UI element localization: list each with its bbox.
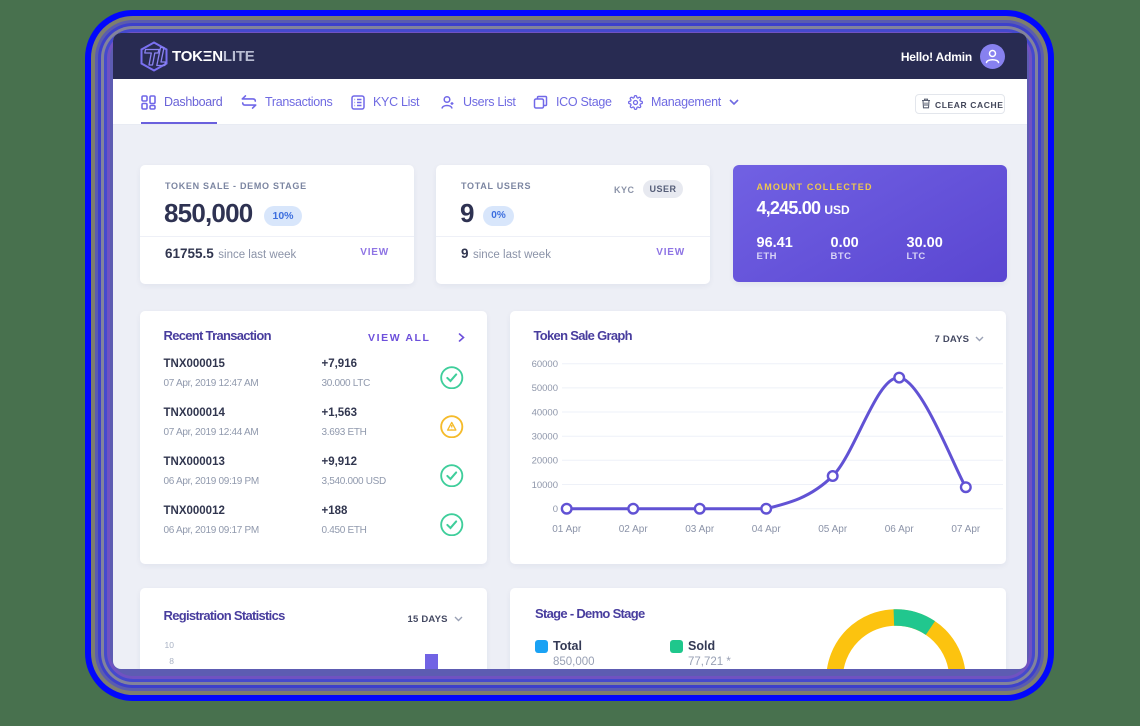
svg-text:04 Apr: 04 Apr bbox=[752, 524, 782, 535]
svg-text:20000: 20000 bbox=[532, 455, 558, 466]
svg-text:10000: 10000 bbox=[532, 479, 558, 490]
svg-text:02 Apr: 02 Apr bbox=[619, 524, 649, 535]
svg-text:05 Apr: 05 Apr bbox=[818, 524, 848, 535]
svg-text:06 Apr: 06 Apr bbox=[885, 524, 915, 535]
svg-text:01 Apr: 01 Apr bbox=[552, 524, 582, 535]
svg-text:40000: 40000 bbox=[532, 407, 558, 418]
svg-text:30000: 30000 bbox=[532, 431, 558, 442]
svg-text:60000: 60000 bbox=[532, 359, 558, 370]
svg-text:0: 0 bbox=[553, 504, 558, 515]
svg-text:07 Apr: 07 Apr bbox=[951, 524, 981, 535]
svg-text:50000: 50000 bbox=[532, 383, 558, 394]
svg-text:03 Apr: 03 Apr bbox=[685, 524, 715, 535]
